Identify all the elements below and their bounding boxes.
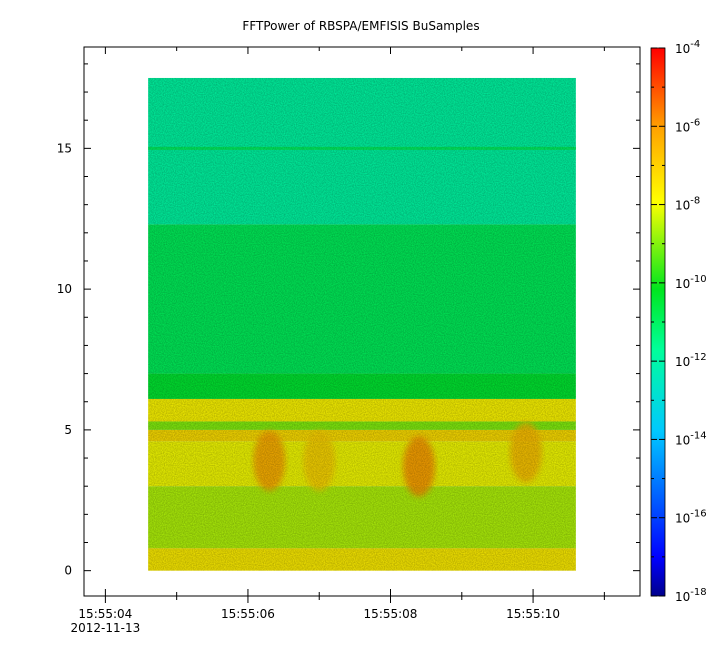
x-tick-label: 15:55:06 [221, 607, 275, 621]
colorbar-tick-label: 10-12 [675, 352, 707, 369]
y-tick-label: 5 [64, 423, 72, 437]
spectrogram-image [148, 77, 576, 571]
colorbar-tick-label: 10-6 [675, 117, 700, 134]
x-tick-label: 15:55:04 [78, 607, 132, 621]
x-tick-label: 15:55:10 [506, 607, 560, 621]
colorbar-tick-label: 10-18 [675, 587, 707, 604]
y-axis: 0 5 10 15 [57, 63, 640, 578]
chart-title: FFTPower of RBSPA/EMFISIS BuSamples [242, 19, 479, 33]
y-tick-label: 10 [57, 282, 72, 296]
colorbar-tick-label: 10-8 [675, 196, 700, 213]
colorbar-tick-label: 10-4 [675, 39, 700, 56]
colorbar-tick-label: 10-16 [675, 509, 707, 526]
x-date-label: 2012-11-13 [71, 621, 141, 635]
x-tick-label: 15:55:08 [364, 607, 418, 621]
y-tick-label: 15 [57, 141, 72, 155]
colorbar-tick-label: 10-14 [675, 430, 707, 447]
colorbar-tick-label: 10-10 [675, 274, 707, 291]
colorbar: 10-4 10-6 10-8 10-10 10-12 10-14 10-16 10-18 [650, 39, 707, 604]
y-tick-label: 0 [64, 564, 72, 578]
noise-texture [148, 77, 576, 571]
